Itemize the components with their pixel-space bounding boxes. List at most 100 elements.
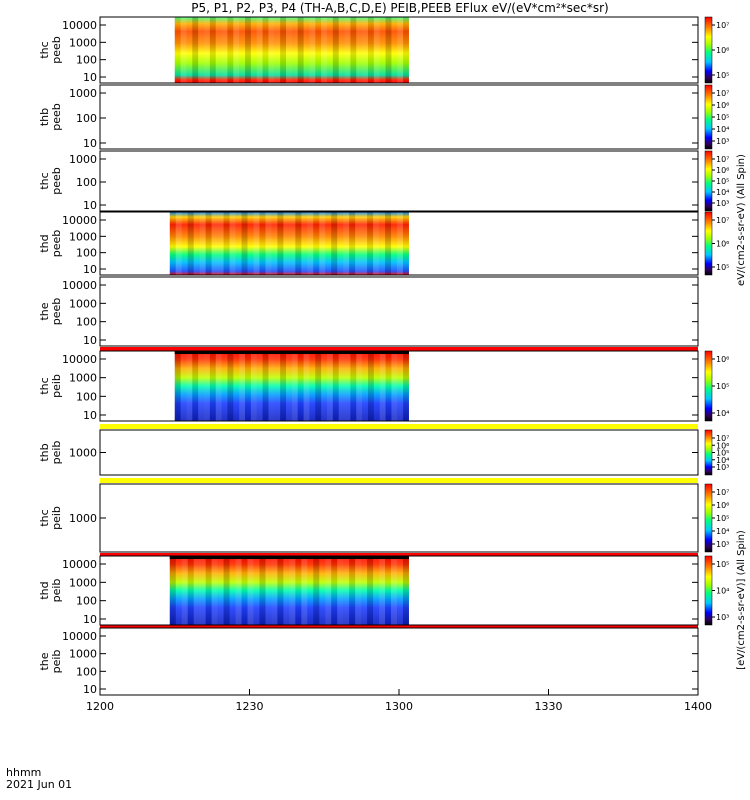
panel-instrument-label: peib [50,579,63,603]
spectrogram-texture [397,212,403,275]
spectrogram-texture [321,351,327,421]
spectrogram-texture [367,17,374,83]
panel-frame [99,150,699,212]
spectrogram-texture [343,556,350,625]
y-tick-label: 100 [76,247,97,260]
x-tick-label: 1300 [385,700,413,713]
spectrogram-texture [331,556,338,625]
y-tick-label: 10 [83,263,97,276]
spectrogram-texture [204,351,210,421]
spectrogram-texture [402,212,409,275]
spectrogram-texture [198,17,205,83]
spectrogram-texture [211,556,218,625]
y-tick-label: 1000 [69,512,97,525]
panel-thd-peib: 10 100 1000 10000 thd peib [38,555,699,626]
colorbar-tick-label: 10⁵ [716,382,729,391]
spectrogram-texture [295,212,302,275]
spectrogram-texture [271,556,278,625]
spectrogram-texture [362,17,368,83]
spectrogram-texture [241,556,248,625]
spectrogram-texture [215,17,222,83]
spectrogram-texture [221,17,228,83]
spectrogram-texture [215,351,222,421]
spectrogram-texture [217,212,224,275]
colorbar-label-electrons: eV/(cm2-s-sr-eV) (All Spin) [736,154,747,286]
colorbar-scale [704,16,713,84]
panel-frame [99,555,699,626]
spectrogram-texture [262,17,269,83]
spectrogram-texture [361,556,368,625]
y-tick-label: 100 [76,595,97,608]
spectrogram-texture [239,351,246,421]
spectrogram-texture [235,556,242,625]
spectrogram-texture [379,212,386,275]
panel-probe-label: the [38,302,51,320]
panel-frame [99,84,699,150]
panel-frame [99,429,699,476]
spectrogram-texture [373,17,380,83]
spectrogram-texture [274,17,281,83]
colorbar-label-ions: [eV/(cm2-s-sr-eV)] (All Spin) [736,530,747,670]
colorbar-scale [704,84,713,150]
x-tick-label: 1230 [236,700,264,713]
spectrogram-texture [309,351,316,421]
spectrogram-texture [259,556,266,625]
panel-instrument-label: peeb [50,298,63,326]
spectrogram-texture [309,17,316,83]
colorbar-tick-label: 10⁵ [716,71,729,80]
spectrogram-texture [169,212,176,275]
spectrogram-texture [356,351,363,421]
colorbar-tick-label: 10⁶ [716,441,729,450]
spectrogram-texture [326,17,333,83]
y-tick-label: 10000 [62,558,97,571]
colorbar-tick-label: 10⁵ [716,514,729,523]
flag-band-0 [100,347,698,351]
spectrogram-texture [199,556,206,625]
y-tick-label: 1000 [69,297,97,310]
spectrogram-texture [367,351,374,421]
spectrogram-texture [193,556,200,625]
panel-probe-label: thc [38,172,51,189]
colorbar-tick-label: 10⁷ [716,21,729,30]
spectrogram-texture [291,351,298,421]
spectrogram-texture [397,556,403,625]
spectrogram-texture [337,212,344,275]
spectrogram-texture [209,17,216,83]
spectrogram-texture [303,17,310,83]
spectrogram-texture [186,351,193,421]
panel-instrument-label: peeb [50,167,63,195]
spectrogram-texture [286,17,292,83]
colorbar-tick-label: 10⁶ [716,166,729,175]
panel-instrument-label: peeb [50,230,63,258]
spectrogram-texture [211,212,218,275]
panel-frame [99,350,699,422]
panel-frame [99,627,699,696]
y-tick-label: 100 [76,665,97,678]
spectrogram-texture [391,212,398,275]
spectrogram-texture [307,212,314,275]
spectrogram-texture [301,212,308,275]
spectrogram-data [169,556,409,625]
panel-probe-label: thc [38,509,51,526]
spectrogram-texture [350,351,357,421]
spectrogram-texture [403,17,409,83]
y-tick-label: 100 [76,390,97,403]
panel-frame [99,483,699,553]
y-tick-label: 100 [76,54,97,67]
spectrogram-texture [332,17,339,83]
spectrogram-texture [175,556,182,625]
spectrogram-texture [385,17,392,83]
panel-instrument-label: peeb [50,36,63,64]
y-tick-label: 10 [83,199,97,212]
colorbar-tick-label: 10⁶ [716,240,729,249]
spectrogram-texture [280,17,287,83]
panel-the-peeb: 10 100 1000 10000 the peeb [38,276,699,347]
colorbar-tick-label: 10⁴ [716,188,729,197]
colorbar-tick-label: 10⁷ [716,89,729,98]
spectrogram-data [174,17,409,83]
spectrogram-texture [403,351,409,421]
spectrogram-texture [379,17,386,83]
